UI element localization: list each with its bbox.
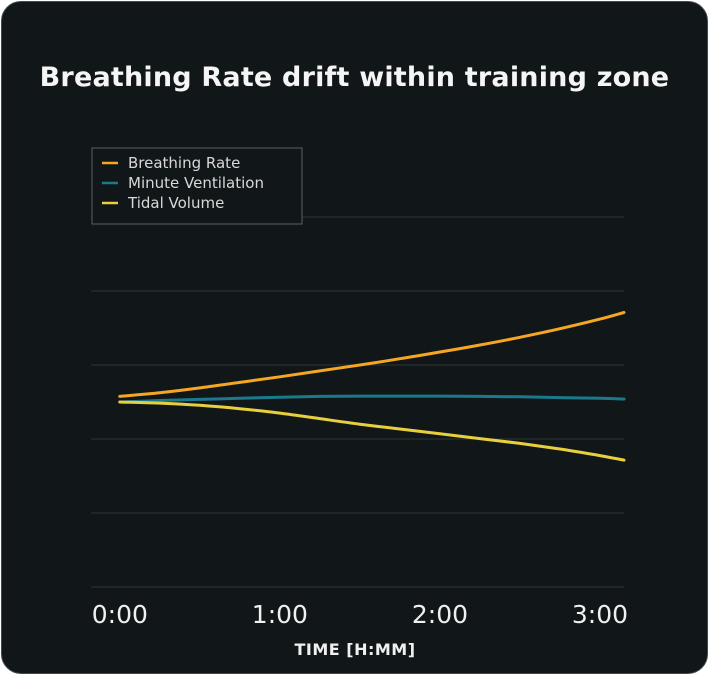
legend-label: Tidal Volume bbox=[127, 194, 224, 212]
series-line-breathing-rate bbox=[118, 311, 626, 398]
x-axis-label: TIME [H:MM] bbox=[294, 640, 415, 659]
chart-title: Breathing Rate drift within training zon… bbox=[39, 62, 670, 93]
x-tick-label: 3:00 bbox=[572, 600, 628, 629]
x-tick-label: 2:00 bbox=[412, 600, 468, 629]
x-tick-label: 0:00 bbox=[92, 600, 148, 629]
legend-label: Breathing Rate bbox=[128, 154, 240, 172]
legend-label: Minute Ventilation bbox=[128, 174, 264, 192]
grid-lines bbox=[91, 216, 624, 588]
legend: Breathing Rate Minute Ventilation Tidal Vo… bbox=[91, 147, 303, 225]
x-tick-label: 1:00 bbox=[252, 600, 308, 629]
series-line-minute-ventilation bbox=[118, 394, 626, 404]
x-tick-labels: 0:00 1:00 2:00 3:00 bbox=[92, 600, 628, 629]
legend-box bbox=[91, 147, 303, 225]
series-line-tidal-volume bbox=[118, 400, 626, 462]
series-lines bbox=[118, 311, 626, 462]
